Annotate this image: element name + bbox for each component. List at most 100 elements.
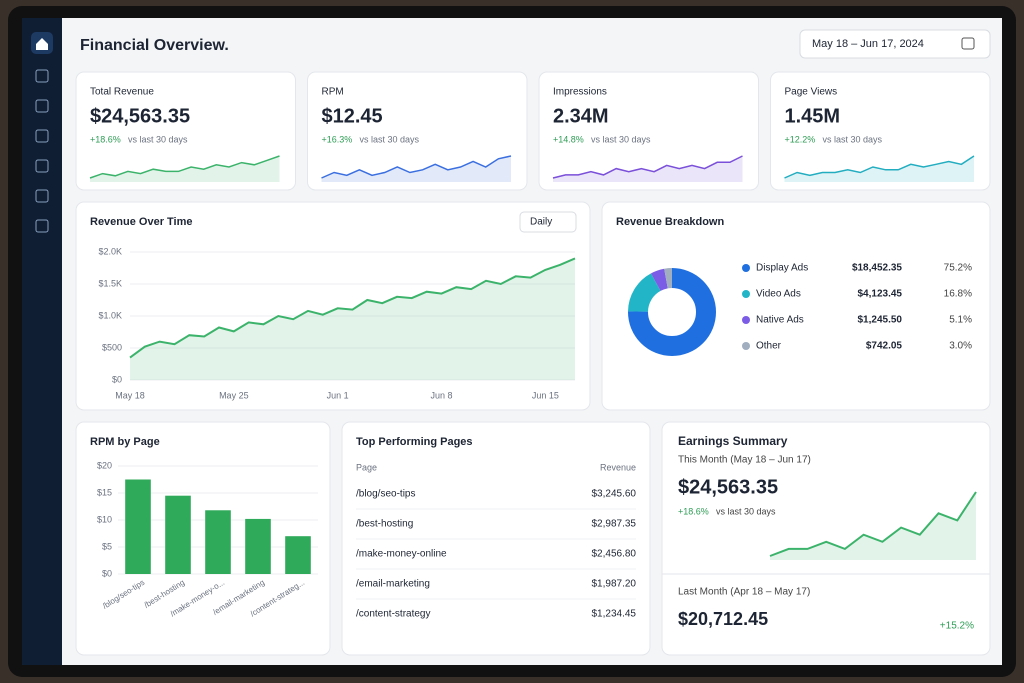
legend-share: 16.8% [944, 289, 972, 300]
kpi-value: 1.45M [785, 105, 841, 127]
area-fill [90, 156, 280, 182]
kpi-label: Total Revenue [90, 87, 154, 98]
x-tick-label: May 25 [219, 390, 249, 400]
kpi-note: vs last 30 days [591, 134, 651, 144]
period-label: This Month (May 18 – Jun 17) [678, 455, 811, 466]
line [784, 155, 975, 179]
y-tick-label: $20 [97, 460, 112, 470]
kpi-value: $24,563.35 [90, 105, 190, 127]
nav-icon[interactable] [35, 99, 49, 113]
x-tick-label: Jun 8 [430, 390, 452, 400]
area-fill [321, 156, 511, 182]
card-title: Revenue Breakdown [616, 216, 724, 228]
earnings-value: $20,712.45 [678, 609, 768, 629]
legend-dot [742, 264, 750, 272]
legend-share: 75.2% [944, 263, 972, 274]
page-revenue: $2,987.35 [592, 519, 637, 530]
area-fill [553, 156, 743, 182]
card [307, 71, 528, 191]
earnings-value: $24,563.35 [678, 476, 778, 498]
card [538, 71, 759, 191]
nav-icon[interactable] [35, 189, 49, 203]
page-path: /blog/seo-tips [356, 489, 415, 500]
legend-dot [742, 342, 750, 350]
line [552, 155, 743, 179]
period-label: Last Month (Apr 18 – May 17) [678, 587, 810, 598]
nav-icon[interactable] [35, 129, 49, 143]
nav-icon[interactable] [35, 219, 49, 233]
nav-icon[interactable] [35, 159, 49, 173]
page-path: /best-hosting [356, 519, 413, 530]
kpi-change: +12.2% [785, 134, 816, 144]
card-title: Top Performing Pages [356, 436, 473, 448]
content: Total Revenue $24,563.35 +18.6% vs last 30 … [75, 71, 991, 656]
earnings-change: +18.6% [678, 506, 709, 516]
sidebar [22, 18, 62, 665]
y-tick-label: $0 [112, 374, 122, 384]
period-label: Daily [530, 217, 552, 228]
home-icon [36, 38, 48, 50]
date-picker[interactable] [799, 29, 991, 59]
card [661, 421, 991, 656]
nav-icon[interactable] [35, 69, 49, 83]
page-title: Financial Overview. [80, 37, 229, 54]
legend-amount: $18,452.35 [852, 263, 902, 274]
kpi-change: +18.6% [90, 134, 121, 144]
x-tick-label: Jun 15 [532, 390, 559, 400]
legend-share: 5.1% [949, 315, 972, 326]
card [75, 201, 591, 411]
card-title: Earnings Summary [678, 434, 788, 448]
earnings-note: vs last 30 days [716, 506, 776, 516]
y-tick-label: $2.0K [98, 246, 122, 256]
page-path: /make-money-online [356, 549, 447, 560]
card-title: Revenue Over Time [90, 216, 193, 228]
legend-share: 3.0% [949, 341, 972, 352]
page-path: /content-strategy [356, 609, 430, 620]
bar [165, 495, 191, 574]
card [601, 201, 991, 411]
y-tick-label: $1.0K [98, 310, 122, 320]
line [769, 491, 977, 557]
legend-dot [742, 290, 750, 298]
area-fill [770, 492, 976, 560]
legend-amount: $742.05 [866, 341, 903, 352]
bar [205, 510, 231, 574]
calendar-icon [961, 37, 975, 50]
kpi-change: +16.3% [322, 134, 353, 144]
card [770, 71, 991, 191]
legend-name: Native Ads [756, 315, 804, 326]
y-tick-label: $1.5K [98, 278, 122, 288]
y-tick-label: $10 [97, 514, 112, 524]
x-tick-label: May 18 [115, 390, 145, 400]
legend-dot [742, 316, 750, 324]
legend-amount: $1,245.50 [858, 315, 903, 326]
column-header: Revenue [600, 462, 636, 472]
y-tick-label: $15 [97, 487, 112, 497]
x-tick-label: Jun 1 [327, 390, 349, 400]
line [129, 257, 576, 359]
card-title: RPM by Page [90, 436, 160, 448]
page-revenue: $3,245.60 [592, 489, 637, 500]
page-revenue: $1,987.20 [592, 579, 637, 590]
date-range: May 18 – Jun 17, 2024 [812, 38, 924, 50]
line [89, 155, 280, 179]
kpi-note: vs last 30 days [823, 134, 883, 144]
y-tick-label: $5 [102, 541, 112, 551]
legend-name: Display Ads [756, 263, 808, 274]
kpi-label: Impressions [553, 87, 607, 98]
card [75, 71, 296, 191]
page-path: /email-marketing [356, 579, 430, 590]
donut-segment [628, 268, 716, 356]
bar [245, 518, 271, 574]
earnings-change: +15.2% [940, 621, 974, 632]
column-header: Page [356, 462, 377, 472]
kpi-label: Page Views [785, 87, 838, 98]
page-revenue: $2,456.80 [592, 549, 637, 560]
kpi-change: +14.8% [553, 134, 584, 144]
kpi-note: vs last 30 days [360, 134, 420, 144]
period-select[interactable] [519, 211, 577, 233]
bar [285, 536, 311, 574]
kpi-value: $12.45 [322, 105, 383, 127]
sidebar-icons[interactable] [31, 32, 53, 233]
